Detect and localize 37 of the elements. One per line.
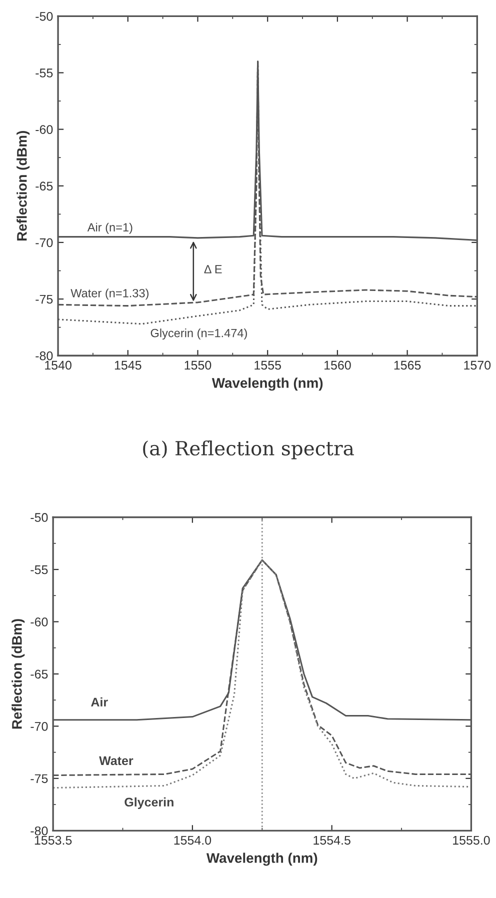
annotation: Δ E	[204, 265, 222, 274]
y-tick-label: -80	[36, 351, 53, 360]
series-label: Water (n=1.33)	[70, 288, 148, 300]
x-tick-label: 1555.0	[453, 836, 490, 845]
x-tick-label: 1554.5	[314, 836, 350, 845]
y-axis-title: Reflection (dBm)	[16, 131, 30, 241]
x-tick-label: 1554.0	[174, 836, 212, 845]
y-tick-label: -60	[36, 125, 53, 134]
y-tick-label: -55	[36, 68, 53, 78]
y-tick-label: -65	[36, 182, 53, 191]
series-label: Air	[91, 697, 108, 706]
y-tick-label: -65	[30, 670, 48, 679]
y-tick-label: -80	[30, 826, 48, 836]
x-tick-label: 1565	[394, 360, 421, 370]
y-tick-label: -75	[36, 294, 53, 304]
y-tick-label: -50	[36, 12, 53, 21]
x-tick-label: 1540	[45, 360, 72, 370]
y-tick-label: -55	[30, 565, 48, 574]
series-label: Glycerin (n=1.474)	[150, 328, 247, 340]
x-tick-label: 1553.5	[34, 836, 72, 845]
series-label: Air (n=1)	[87, 222, 132, 234]
series-label: Glycerin	[124, 797, 174, 810]
y-tick-label: -50	[30, 513, 48, 522]
x-axis-title: Wavelength (nm)	[212, 378, 323, 391]
y-tick-label: -75	[30, 774, 48, 784]
y-axis-title: Reflection (dBm)	[12, 619, 25, 729]
y-tick-label: -60	[30, 618, 48, 626]
x-tick-label: 1570	[464, 360, 491, 370]
x-tick-label: 1555	[254, 360, 281, 370]
text: (a) Reflection spectra	[143, 440, 354, 460]
y-tick-label: -70	[30, 722, 48, 731]
x-axis-title: Wavelength (nm)	[206, 852, 318, 866]
series-label: Water	[99, 756, 134, 766]
x-tick-label: 1545	[114, 360, 142, 370]
x-tick-label: 1550	[184, 360, 212, 370]
y-tick-label: -70	[36, 238, 53, 248]
x-tick-label: 1560	[324, 360, 351, 370]
